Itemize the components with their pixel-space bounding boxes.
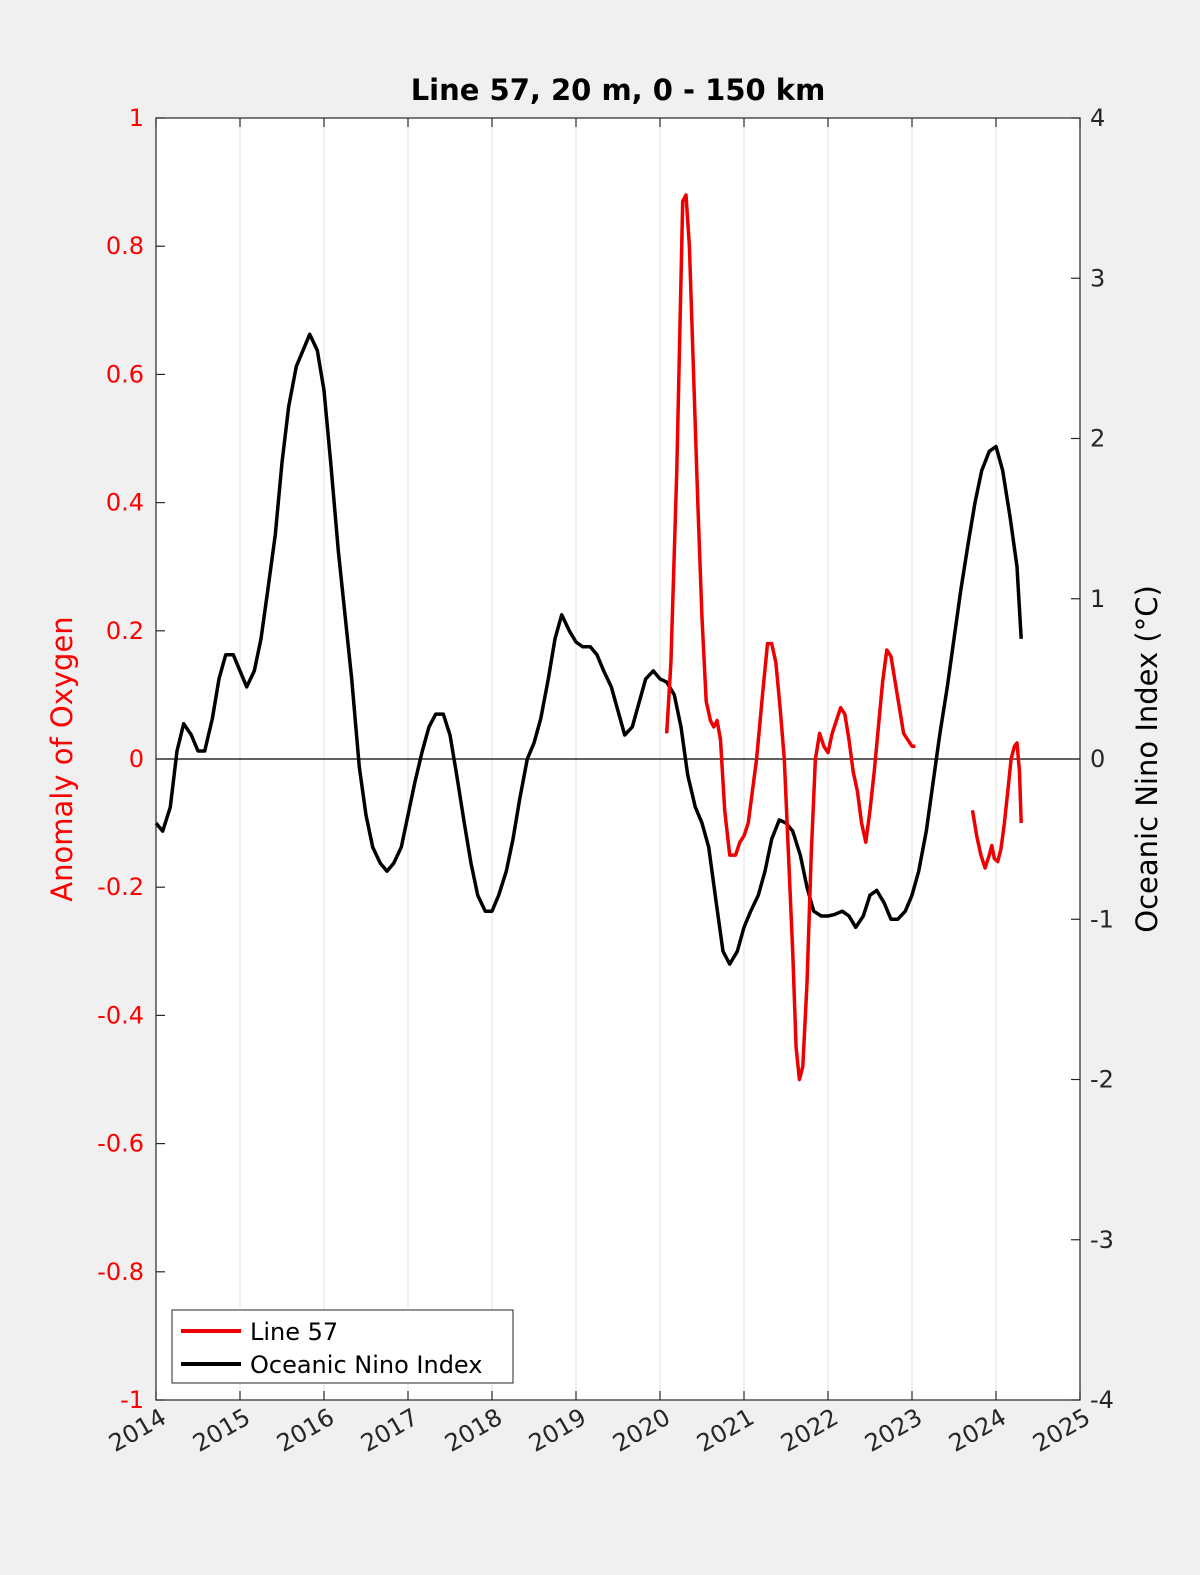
- x-tick-label: 2023: [860, 1403, 927, 1458]
- y-left-tick-label: 0.6: [106, 360, 144, 388]
- left-y-axis: 1 0.8 0.6 0.4 0.2 0 -0.2 -0.4 -0.6 -0.8 -1: [97, 104, 165, 1414]
- y-left-tick-label: 0: [129, 745, 144, 773]
- x-tick-label: 2019: [524, 1403, 591, 1458]
- y-left-tick-label: 0.4: [106, 489, 144, 517]
- y-right-tick-label: -4: [1090, 1386, 1114, 1414]
- y-left-tick-label: 0.2: [106, 617, 144, 645]
- x-tick-label: 2024: [944, 1403, 1011, 1458]
- x-tick-label: 2021: [692, 1403, 759, 1458]
- y-left-tick-label: -0.8: [97, 1258, 144, 1286]
- y-left-tick-label: -0.2: [97, 873, 144, 901]
- chart-title: Line 57, 20 m, 0 - 150 km: [411, 73, 826, 107]
- legend: Line 57 Oceanic Nino Index: [171, 1309, 514, 1384]
- y-right-tick-label: 4: [1090, 104, 1105, 132]
- x-tick-label: 2022: [776, 1403, 843, 1458]
- right-axis-label: Oceanic Nino Index (°C): [1130, 585, 1164, 933]
- y-left-tick-label: -0.4: [97, 1001, 144, 1029]
- legend-label-oni: Oceanic Nino Index: [250, 1351, 482, 1379]
- y-left-tick-label: 0.8: [106, 232, 144, 260]
- legend-box: [171, 1309, 514, 1384]
- y-left-tick-label: -0.6: [97, 1130, 144, 1158]
- y-left-tick-label: 1: [129, 104, 144, 132]
- left-axis-label: Anomaly of Oxygen: [45, 616, 79, 901]
- y-right-tick-label: -2: [1090, 1066, 1114, 1094]
- y-right-tick-label: 1: [1090, 585, 1105, 613]
- series-layer: [154, 193, 1023, 1082]
- right-y-axis: 4 3 2 1 0 -1 -2 -3 -4: [1071, 104, 1114, 1414]
- x-tick-label: 2016: [272, 1403, 339, 1458]
- y-right-tick-label: 2: [1090, 425, 1105, 453]
- series-line-oceanic-nino-index: [154, 332, 1023, 966]
- x-tick-label: 2017: [356, 1403, 423, 1458]
- series-line-line-57: [970, 741, 1023, 870]
- series-line-line-57: [664, 193, 916, 1082]
- x-tick-label: 2025: [1028, 1403, 1095, 1458]
- x-tick-label: 2018: [440, 1403, 507, 1458]
- y-left-tick-label: -1: [120, 1386, 144, 1414]
- x-tick-label: 2015: [188, 1403, 255, 1458]
- legend-label-line57: Line 57: [250, 1318, 338, 1346]
- y-right-tick-label: 3: [1090, 264, 1105, 292]
- y-right-tick-label: 0: [1090, 745, 1105, 773]
- x-tick-label: 2020: [608, 1403, 675, 1458]
- y-right-tick-label: -3: [1090, 1226, 1114, 1254]
- y-right-tick-label: -1: [1090, 905, 1114, 933]
